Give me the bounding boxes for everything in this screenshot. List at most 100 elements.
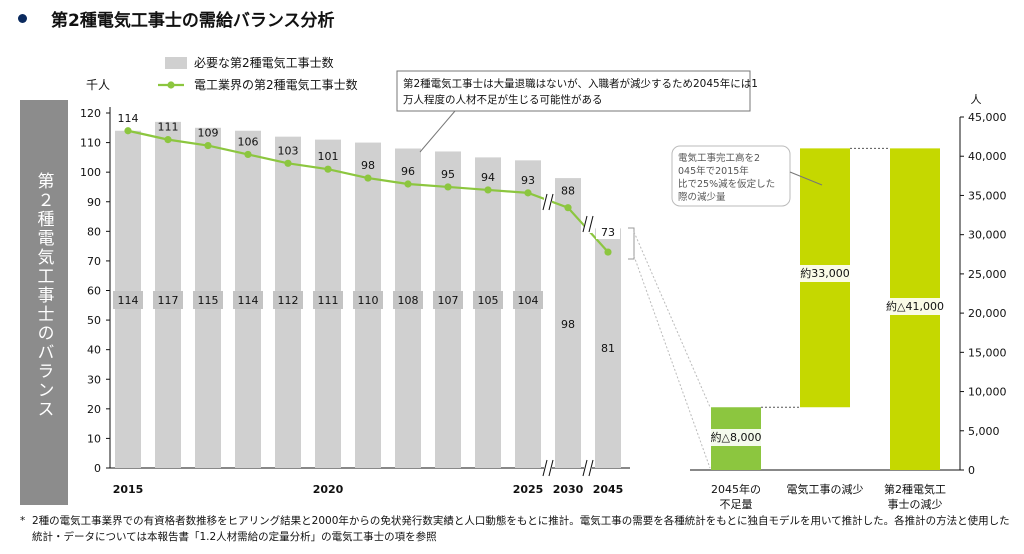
callout-text: 第2種電気工事士は大量退職はないが、入職者が減少するため2045年には1 万人程度… bbox=[403, 77, 758, 106]
annotation-line: 電気工事完工高を2 bbox=[678, 152, 760, 164]
side-label: 第２種電気工事士のバランス bbox=[33, 172, 54, 419]
line-point bbox=[364, 174, 372, 182]
waterfall-value-label: 約33,000 bbox=[800, 266, 850, 280]
bar bbox=[475, 157, 501, 468]
connector-line bbox=[633, 231, 711, 408]
line-value-label: 103 bbox=[278, 144, 299, 157]
axis-break-mark bbox=[542, 459, 548, 477]
waterfall-category-label: 不足量 bbox=[720, 498, 753, 510]
line-value-label: 95 bbox=[441, 168, 455, 181]
x-tick-label: 2015 bbox=[113, 483, 144, 496]
left-y-tick-label: 40 bbox=[87, 344, 101, 357]
waterfall-label-box bbox=[702, 429, 770, 446]
callout-box bbox=[396, 70, 751, 112]
left-y-tick-label: 120 bbox=[80, 107, 101, 120]
axis-break-mark bbox=[548, 459, 554, 477]
line-value-label: 111 bbox=[158, 121, 179, 134]
left-y-tick-label: 20 bbox=[87, 403, 101, 416]
bar bbox=[435, 151, 461, 469]
line-point bbox=[164, 136, 172, 144]
bar-value-label: 108 bbox=[398, 294, 419, 307]
waterfall-category-label: 第2種電気工 bbox=[884, 482, 946, 496]
line-value-label: 93 bbox=[521, 174, 535, 187]
line-value-label: 109 bbox=[198, 127, 219, 140]
right-unit-label: 人 bbox=[971, 93, 982, 106]
connector-line bbox=[633, 255, 711, 469]
title-row: 第2種電気工事士の需給バランス分析 bbox=[18, 6, 335, 31]
title-bullet-icon bbox=[18, 14, 27, 23]
bar-value-label: 115 bbox=[198, 294, 219, 307]
line-value-label: 96 bbox=[401, 165, 415, 178]
bar-value-label: 114 bbox=[118, 294, 139, 307]
bar-value-label: 107 bbox=[438, 294, 459, 307]
bar-value-label: 110 bbox=[358, 294, 379, 307]
bar-label-box bbox=[313, 291, 343, 309]
line-point bbox=[564, 204, 572, 212]
bar-value-label: 111 bbox=[318, 294, 339, 307]
legend-label: 必要な第2種電気工事士数 bbox=[194, 55, 334, 70]
footnote-mark: * bbox=[20, 515, 26, 527]
waterfall-category-label: 2045年の bbox=[711, 482, 761, 496]
footnote: * 2種の電気工事業界での有資格者数推移をヒアリング結果と2000年からの免状発… bbox=[20, 513, 1010, 545]
bar-label-box bbox=[513, 291, 543, 309]
legend-label: 電工業界の第2種電気工事士数 bbox=[194, 77, 358, 92]
axis-break-mark bbox=[588, 459, 594, 477]
callout-line: 万人程度の人材不足が生じる可能性がある bbox=[403, 93, 603, 106]
right-y-tick-label: 5,000 bbox=[968, 425, 1000, 438]
bar bbox=[515, 160, 541, 469]
bar-label-box bbox=[193, 291, 223, 309]
line-point bbox=[244, 150, 252, 159]
left-y-tick-label: 10 bbox=[87, 432, 101, 445]
x-tick-label: 2030 bbox=[553, 483, 584, 496]
bar-value-label: 114 bbox=[238, 294, 259, 307]
bar-value-label: 117 bbox=[158, 294, 179, 307]
line-value-label: 106 bbox=[238, 135, 259, 148]
bar-label-box bbox=[233, 291, 263, 309]
axis-break-mark bbox=[582, 459, 588, 477]
waterfall-value-label: 約△8,000 bbox=[711, 430, 762, 444]
axis-break-mark bbox=[548, 193, 554, 211]
left-y-tick-label: 30 bbox=[87, 373, 101, 386]
left-y-tick-label: 100 bbox=[80, 166, 101, 179]
bar-label-box bbox=[273, 291, 303, 309]
bar-value-label: 112 bbox=[278, 294, 299, 307]
line-value-label: 114 bbox=[118, 112, 139, 125]
waterfall-label-box bbox=[877, 298, 953, 315]
side-label-tab: 第２種電気工事士のバランス bbox=[20, 100, 68, 505]
bar bbox=[555, 178, 581, 469]
line-value-label: 88 bbox=[561, 185, 575, 198]
bar-label-box bbox=[353, 291, 383, 309]
page-title: 第2種電気工事士の需給バランス分析 bbox=[51, 11, 335, 31]
callout-line: 第2種電気工事士は大量退職はないが、入職者が減少するため2045年には1 bbox=[403, 77, 758, 90]
line-point bbox=[524, 189, 532, 197]
waterfall-label-box bbox=[791, 265, 859, 282]
line-point bbox=[484, 186, 492, 194]
bar-value-label: 98 bbox=[561, 318, 575, 331]
line-value-label: 101 bbox=[318, 150, 339, 163]
x-tick-label: 2045 bbox=[593, 483, 624, 496]
waterfall-value-label: 約△41,000 bbox=[886, 299, 944, 313]
line-point bbox=[284, 159, 292, 167]
axis-break-mark bbox=[588, 215, 594, 233]
line-label-box bbox=[596, 223, 620, 240]
axis-break-gap bbox=[584, 459, 592, 477]
right-y-tick-label: 40,000 bbox=[968, 150, 1007, 163]
right-y-tick-label: 20,000 bbox=[968, 307, 1007, 320]
line-point bbox=[324, 165, 332, 173]
left-y-tick-label: 110 bbox=[80, 137, 101, 150]
waterfall-category-label: 電気工事の減少 bbox=[787, 482, 864, 496]
left-y-tick-label: 50 bbox=[87, 314, 101, 327]
bar-value-label: 81 bbox=[601, 342, 615, 355]
bar-value-label: 105 bbox=[478, 294, 499, 307]
line-value-label: 94 bbox=[481, 171, 495, 184]
line-point bbox=[444, 183, 452, 191]
right-y-tick-label: 15,000 bbox=[968, 346, 1007, 359]
footnote-text: 2種の電気工事業界での有資格者数推移をヒアリング結果と2000年からの免状発行数… bbox=[32, 515, 1010, 543]
callout-pointer bbox=[419, 110, 456, 153]
line-point bbox=[604, 248, 612, 256]
bar-label-box bbox=[113, 291, 143, 309]
bar-value-label: 104 bbox=[518, 294, 539, 307]
line-value-label: 73 bbox=[601, 226, 615, 239]
line-value-label: 98 bbox=[361, 159, 375, 172]
